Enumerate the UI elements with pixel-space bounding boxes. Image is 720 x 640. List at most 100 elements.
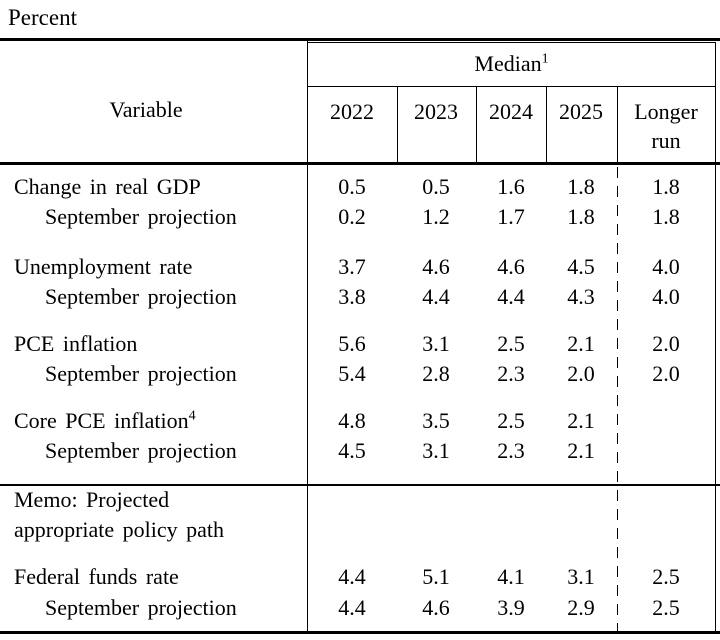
row-label: September projection <box>45 595 237 620</box>
variable-column-divider <box>306 40 308 633</box>
table-row: Change in real GDP 0.5 0.5 1.6 1.8 1.8 <box>0 172 720 202</box>
data-cell: 2.8 <box>422 361 450 386</box>
data-cell: 4.4 <box>497 284 525 309</box>
median-years-divider <box>307 86 716 88</box>
row-label: September projection <box>45 438 237 463</box>
row-label: September projection <box>45 361 237 386</box>
row-label: Federal funds rate <box>14 564 179 589</box>
data-cell: 1.2 <box>422 204 450 229</box>
table-row: Unemployment rate 3.7 4.6 4.6 4.5 4.0 <box>0 252 720 282</box>
data-cell: 2.5 <box>497 331 525 356</box>
data-cell: 1.7 <box>497 204 525 229</box>
table-bottom-rule <box>0 631 720 634</box>
data-cell: 3.9 <box>497 595 525 620</box>
data-cell: 1.6 <box>497 174 525 199</box>
longer-run-header-line2: run <box>651 128 681 153</box>
data-cell: 4.4 <box>422 284 450 309</box>
data-cell: 2.5 <box>652 595 680 620</box>
data-cell: 4.4 <box>338 564 366 589</box>
data-cell: 5.1 <box>422 564 450 589</box>
table-row: Federal funds rate 4.4 5.1 4.1 3.1 2.5 <box>0 562 720 592</box>
table-row: Core PCE inflation4 4.8 3.5 2.5 2.1 <box>0 406 720 436</box>
table-row: September projection 0.2 1.2 1.7 1.8 1.8 <box>0 202 720 232</box>
year-divider-2022-2023 <box>396 86 398 164</box>
data-cell: 3.5 <box>422 408 450 433</box>
data-cell: 4.6 <box>422 595 450 620</box>
row-label: September projection <box>45 204 237 229</box>
year-header-2025: 2025 <box>559 99 603 124</box>
median-box-top-border <box>307 42 716 44</box>
data-cell: 2.0 <box>652 361 680 386</box>
data-cell: 3.1 <box>422 438 450 463</box>
data-cell: 4.5 <box>338 438 366 463</box>
row-label: Change in real GDP <box>14 174 201 199</box>
data-cell: 4.5 <box>567 254 595 279</box>
data-cell: 2.1 <box>567 331 595 356</box>
unit-label: Percent <box>8 5 77 30</box>
data-cell: 2.1 <box>567 408 595 433</box>
longer-run-header-line1: Longer <box>634 99 698 124</box>
data-cell: 0.2 <box>338 204 366 229</box>
table-row: September projection 4.4 4.6 3.9 2.9 2.5 <box>0 593 720 623</box>
year-header-2023: 2023 <box>414 99 458 124</box>
table-row: September projection 3.8 4.4 4.4 4.3 4.0 <box>0 282 720 312</box>
memo-label-line2: appropriate policy path <box>14 517 225 542</box>
data-cell: 4.6 <box>497 254 525 279</box>
data-cell: 4.3 <box>567 284 595 309</box>
data-cell: 4.8 <box>338 408 366 433</box>
data-cell: 5.6 <box>338 331 366 356</box>
data-cell: 2.9 <box>567 595 595 620</box>
data-cell: 1.8 <box>652 204 680 229</box>
table-top-rule <box>0 38 720 41</box>
data-cell: 3.1 <box>422 331 450 356</box>
row-label-text: Core PCE inflation <box>14 408 189 433</box>
variable-column-header: Variable <box>109 97 183 122</box>
longer-run-dashed-divider <box>616 167 618 631</box>
table-row: September projection 4.5 3.1 2.3 2.1 <box>0 436 720 466</box>
data-cell: 1.8 <box>652 174 680 199</box>
memo-header-row2: appropriate policy path <box>0 515 720 545</box>
data-cell: 0.5 <box>422 174 450 199</box>
row-label: September projection <box>45 284 237 309</box>
year-divider-2025-longer-run <box>616 86 618 164</box>
median-footnote-marker: 1 <box>541 51 549 67</box>
data-cell: 0.5 <box>338 174 366 199</box>
data-cell: 3.7 <box>338 254 366 279</box>
data-cell: 3.1 <box>567 564 595 589</box>
year-divider-2024-2025 <box>545 86 547 164</box>
data-cell: 1.8 <box>567 204 595 229</box>
row-label: Core PCE inflation4 <box>14 406 196 436</box>
data-cell: 2.0 <box>652 331 680 356</box>
data-cell: 2.1 <box>567 438 595 463</box>
footnote-marker: 4 <box>188 408 196 424</box>
data-cell: 1.8 <box>567 174 595 199</box>
data-cell: 2.3 <box>497 361 525 386</box>
data-cell: 3.8 <box>338 284 366 309</box>
memo-header-row: Memo: Projected <box>0 485 720 515</box>
year-header-2022: 2022 <box>330 99 374 124</box>
median-label: Median <box>474 51 542 76</box>
longer-run-header-row2: run <box>0 126 720 156</box>
table-right-border <box>715 42 717 633</box>
data-cell: 2.5 <box>497 408 525 433</box>
year-header-2024: 2024 <box>489 99 533 124</box>
data-cell: 2.5 <box>652 564 680 589</box>
data-cell: 2.0 <box>567 361 595 386</box>
memo-section-divider <box>0 484 720 486</box>
data-cell: 4.4 <box>338 595 366 620</box>
data-cell: 5.4 <box>338 361 366 386</box>
table-row: PCE inflation 5.6 3.1 2.5 2.1 2.0 <box>0 329 720 359</box>
header-bottom-rule <box>0 162 720 165</box>
row-label: PCE inflation <box>14 331 138 356</box>
table-row: September projection 5.4 2.8 2.3 2.0 2.0 <box>0 359 720 389</box>
year-header-row: 2022 2023 2024 2025 Longer <box>0 97 720 127</box>
data-cell: 4.1 <box>497 564 525 589</box>
data-cell: 4.6 <box>422 254 450 279</box>
median-group-header: Median1 <box>307 49 716 79</box>
data-cell: 4.0 <box>652 284 680 309</box>
data-cell: 4.0 <box>652 254 680 279</box>
row-label: Unemployment rate <box>14 254 193 279</box>
year-divider-2023-2024 <box>475 86 477 164</box>
memo-label-line1: Memo: Projected <box>14 487 170 512</box>
